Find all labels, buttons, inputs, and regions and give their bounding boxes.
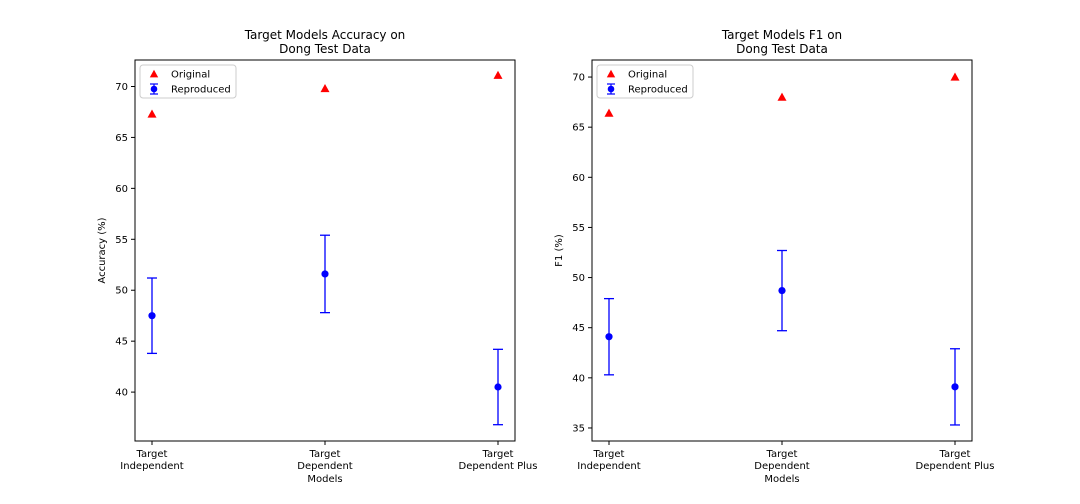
y-tick-label: 40 [115, 388, 128, 399]
x-tick-label: Target Dependent Plus [459, 449, 538, 472]
accuracy-legend: Original Reproduced [139, 64, 237, 99]
y-axis-label: Accuracy (%) [97, 217, 108, 283]
legend-box [139, 64, 237, 99]
reproduced-point [778, 287, 786, 295]
legend-label: Original [628, 70, 667, 81]
original-point [493, 70, 503, 79]
x-axis-label: Models [764, 474, 799, 485]
x-tick-label: Target Dependent [297, 449, 353, 472]
x-axis-label: Models [307, 474, 342, 485]
y-tick-label: 50 [572, 273, 585, 284]
legend-label: Reproduced [171, 85, 231, 96]
original-point [147, 109, 157, 118]
y-tick-label: 35 [572, 423, 585, 434]
x-tick-label: Target Dependent Plus [916, 449, 995, 472]
y-tick-label: 65 [572, 123, 585, 134]
y-tick-label: 60 [572, 173, 585, 184]
y-tick-label: 60 [115, 184, 128, 195]
y-tick-label: 40 [572, 373, 585, 384]
y-tick-label: 65 [115, 133, 128, 144]
original-point [777, 92, 787, 101]
reproduced-point [148, 312, 156, 320]
f1-chart: Target Models F1 on Dong Test Data 35 40 45 5… [554, 28, 994, 485]
series-reproduced [147, 234, 503, 426]
reproduced-point [605, 333, 613, 341]
legend-box [596, 64, 694, 99]
y-axis-label: F1 (%) [554, 234, 565, 267]
series-reproduced [604, 249, 960, 426]
reproduced-point [494, 383, 502, 391]
original-point [950, 72, 960, 81]
y-tick-label: 55 [115, 235, 128, 246]
y-tick-label: 55 [572, 223, 585, 234]
original-point [604, 108, 614, 117]
accuracy-chart: Target Models Accuracy on Dong Test Data 4… [97, 28, 537, 485]
reproduced-point [951, 383, 959, 391]
y-tick-label: 50 [115, 286, 128, 297]
x-tick-label: Target Independent [120, 449, 183, 472]
legend-label: Original [171, 70, 210, 81]
series-original [147, 70, 503, 118]
x-tick-label: Target Independent [577, 449, 640, 472]
original-point [320, 84, 330, 93]
x-tick-label: Target Dependent [754, 449, 810, 472]
legend-marker-reproduced [607, 85, 615, 93]
y-tick-label: 45 [572, 323, 585, 334]
y-tick-label: 45 [115, 337, 128, 348]
accuracy-chart-title: Target Models Accuracy on Dong Test Data [244, 28, 406, 56]
y-tick-label: 70 [572, 73, 585, 84]
legend-marker-original [606, 69, 616, 78]
reproduced-point [321, 270, 329, 278]
legend-marker-reproduced [150, 85, 158, 93]
f1-legend: Original Reproduced [596, 64, 694, 99]
series-original [604, 72, 960, 117]
legend-marker-original [149, 69, 159, 78]
legend-label: Reproduced [628, 85, 688, 96]
y-tick-label: 70 [115, 82, 128, 93]
f1-chart-title: Target Models F1 on Dong Test Data [721, 28, 842, 56]
